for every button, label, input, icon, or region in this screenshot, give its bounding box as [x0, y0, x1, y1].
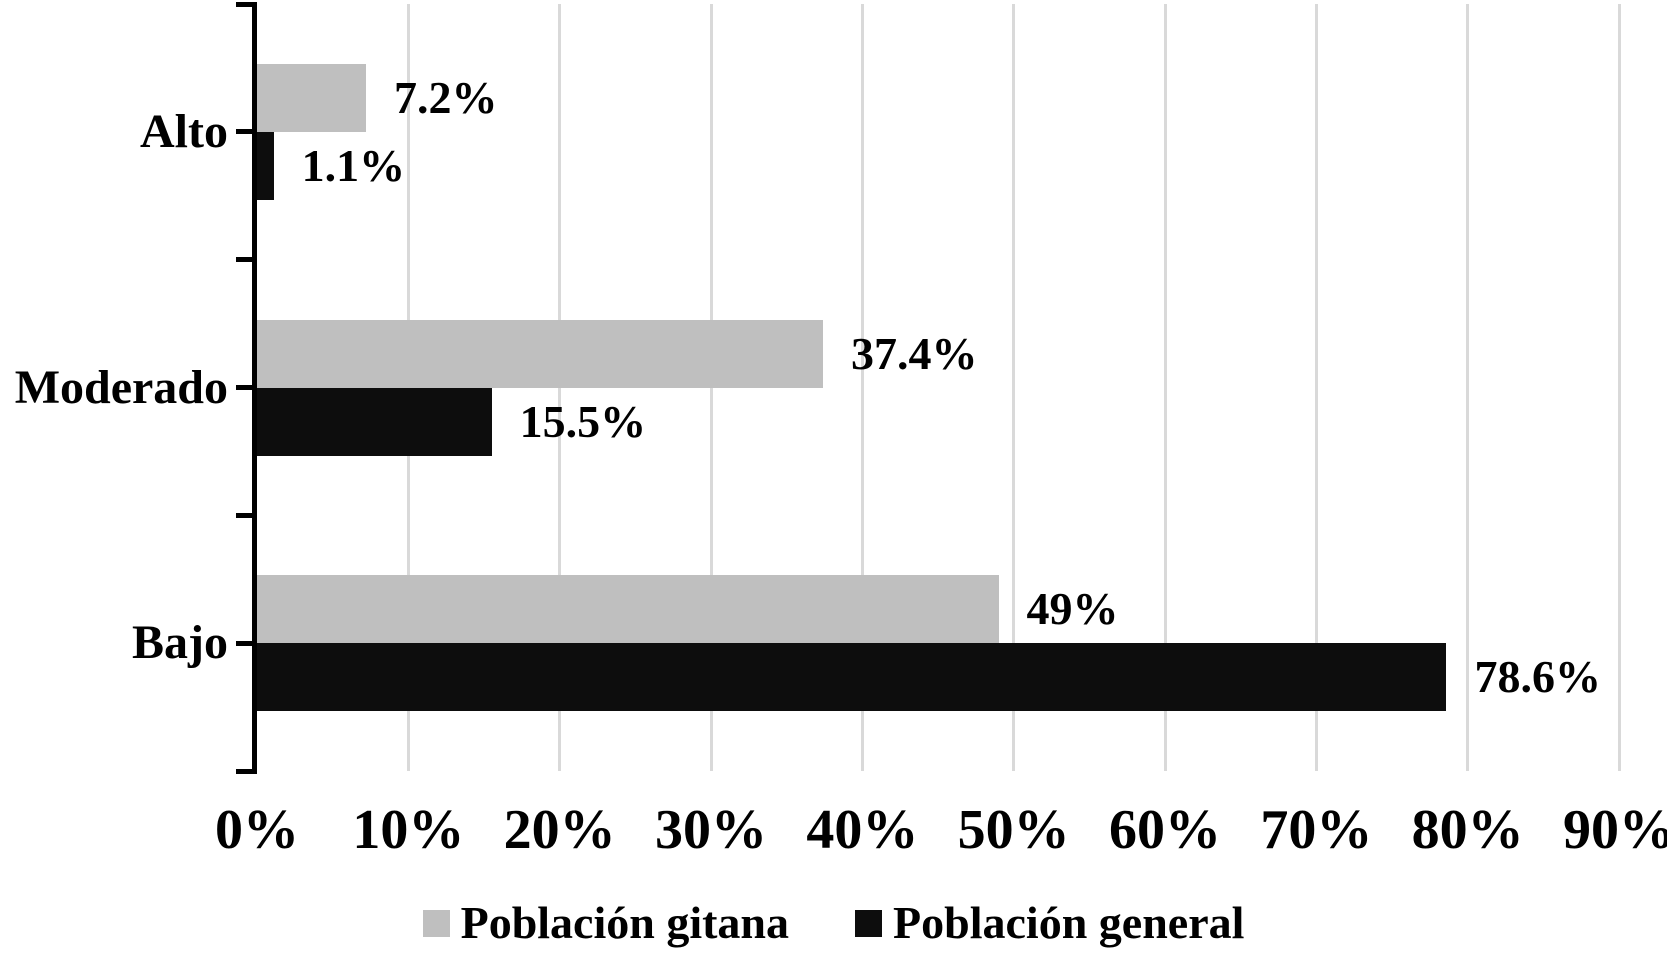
x-axis-tick-label-70: 70%: [1260, 799, 1373, 861]
x-axis-tick-label-0: 0%: [215, 799, 299, 861]
x-axis-tick-label-80: 80%: [1411, 799, 1524, 861]
bar-poblacion-gitana-moderado: [257, 319, 823, 388]
x-axis-tick-label-40: 40%: [806, 799, 919, 861]
legend-label-poblacion-general: Población general: [893, 897, 1245, 948]
x-axis-tick-label-90: 90%: [1563, 799, 1667, 861]
bar-value-label-poblacion-gitana-moderado: 37.4%: [850, 327, 978, 379]
gridline-30: [709, 4, 713, 771]
bar-poblacion-gitana-bajo: [257, 575, 999, 644]
category-label-moderado: Moderado: [14, 360, 228, 414]
bar-value-label-poblacion-gitana-bajo: 49%: [1026, 583, 1119, 635]
legend-label-poblacion-gitana: Población gitana: [460, 897, 790, 948]
category-label-bajo: Bajo: [132, 616, 228, 670]
category-label-alto: Alto: [140, 104, 228, 158]
legend-swatch-icon-poblacion-gitana: [422, 909, 450, 937]
gridline-50: [1012, 4, 1016, 771]
bar-value-label-poblacion-general-alto: 1.1%: [301, 139, 406, 191]
legend-item-poblacion-general: Población general: [855, 900, 1244, 946]
gridline-40: [860, 4, 864, 771]
gridline-80: [1466, 4, 1470, 771]
y-axis-tick: [236, 385, 257, 390]
bar-poblacion-gitana-alto: [257, 63, 366, 132]
plot-area: 7.2% 1.1% 37.4% 15.5% 49% 78.6%: [236, 1, 1621, 774]
gridline-90: [1617, 4, 1621, 771]
y-axis-tick: [236, 129, 257, 135]
bar-poblacion-general-moderado: [257, 387, 492, 456]
x-axis-tick-label-50: 50%: [957, 799, 1070, 861]
x-axis-tick-label-30: 30%: [655, 799, 767, 861]
legend-item-poblacion-gitana: Población gitana: [422, 897, 790, 948]
bar-value-label-poblacion-general-bajo: 78.6%: [1474, 651, 1601, 703]
x-axis-tick-label-10: 10%: [352, 799, 465, 861]
bar-poblacion-general-alto: [257, 131, 274, 200]
legend: Población gitana Población general: [0, 894, 1667, 952]
bar-poblacion-general-bajo: [257, 643, 1447, 712]
y-axis-tick: [236, 512, 257, 518]
y-axis-tick: [236, 257, 257, 263]
x-axis-tick-label-20: 20%: [503, 799, 616, 861]
gridline-70: [1314, 4, 1318, 771]
gridline-60: [1163, 4, 1167, 771]
y-axis-tick: [236, 768, 257, 774]
y-axis-tick: [236, 640, 257, 646]
x-axis-tick-label-60: 60%: [1109, 799, 1221, 861]
bar-value-label-poblacion-gitana-alto: 7.2%: [393, 71, 498, 123]
gridline-20: [558, 4, 562, 771]
bar-value-label-poblacion-general-moderado: 15.5%: [519, 395, 647, 447]
y-axis-tick: [236, 1, 257, 7]
legend-swatch-icon-poblacion-general: [855, 909, 883, 937]
